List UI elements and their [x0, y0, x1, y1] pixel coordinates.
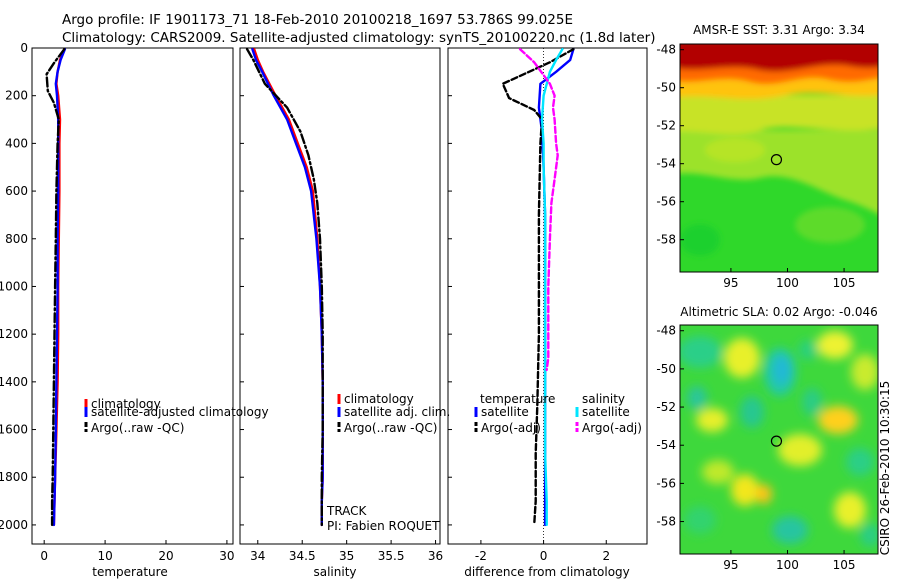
- sla-map-frame: [679, 324, 879, 555]
- difference-legend-sal-argo: Argo(-adj): [582, 421, 642, 435]
- difference-panel: -2 0 2 difference from climatology tempera…: [447, 47, 648, 579]
- xtick-label: 34.5: [289, 549, 316, 563]
- difference-legend-header-temperature: temperature: [480, 392, 555, 406]
- xtick-label: 35: [339, 549, 354, 563]
- map-ytick-label: -56: [656, 476, 676, 490]
- xtick-label: 35.5: [378, 549, 405, 563]
- map-ytick-label: -52: [656, 400, 676, 414]
- difference-legend-temp-argo: Argo(-adj): [481, 421, 541, 435]
- series-line-cyan: [540, 48, 564, 527]
- ytick-label: 1000: [0, 279, 28, 293]
- ytick-label: 1800: [0, 470, 28, 484]
- map-ytick-label: -50: [656, 362, 676, 376]
- map-ytick-label: -58: [656, 515, 676, 529]
- temperature-axes-frame: [31, 47, 234, 545]
- sst-map-panel: AMSR-E SST: 3.31 Argo: 3.34 95 100 105 -48 -…: [656, 23, 879, 290]
- sst-map-title: AMSR-E SST: 3.31 Argo: 3.34: [693, 23, 865, 37]
- sla-map-panel: Altimetric SLA: 0.02 Argo: -0.046: [656, 305, 879, 572]
- map-xtick-label: 100: [776, 558, 799, 572]
- difference-xlabel: difference from climatology: [464, 565, 630, 579]
- map-ytick-label: -48: [656, 43, 676, 57]
- map-xtick-label: 105: [833, 558, 856, 572]
- series-line-blue: [52, 48, 67, 527]
- salinity-legend: climatology satellite adj. clim. Argo(..…: [337, 392, 450, 435]
- ytick-label: 1600: [0, 423, 28, 437]
- side-label: CSIRO 26-Feb-2010 10:30:15: [878, 381, 892, 556]
- map-ytick-label: -54: [656, 438, 676, 452]
- temperature-panel: 0 10 20 30 0 200 400 600 800 1000 1200 1400 1600 1800…: [0, 41, 269, 579]
- map-ytick-label: -58: [656, 233, 676, 247]
- ytick-label: 1400: [0, 375, 28, 389]
- difference-legend-sal-satellite: satellite: [582, 405, 630, 419]
- map-xtick-label: 100: [776, 276, 799, 290]
- series-line-magenta: [518, 48, 559, 372]
- xtick-label: 0: [40, 549, 48, 563]
- map-ytick-label: -48: [656, 324, 676, 338]
- temperature-legend-climatology: climatology: [91, 397, 161, 411]
- temperature-legend-satellite: satellite-adjusted climatology: [91, 405, 269, 419]
- series-line-black: [45, 48, 66, 527]
- xtick-label: 30: [219, 549, 234, 563]
- temperature-legend-argo: Argo(..raw -QC): [91, 421, 184, 435]
- ytick-label: 0: [20, 41, 28, 55]
- sla-map-title: Altimetric SLA: 0.02 Argo: -0.046: [680, 305, 877, 319]
- difference-axes-frame: [447, 47, 648, 545]
- figure-title-line1: Argo profile: IF 1901173_71 18-Feb-2010 …: [62, 12, 573, 28]
- salinity-legend-climatology: climatology: [344, 392, 414, 406]
- series-line-black: [245, 48, 324, 527]
- map-xtick-label: 95: [723, 276, 738, 290]
- xtick-label: 2: [602, 549, 610, 563]
- difference-legend: temperature salinity satellite Argo(-adj…: [474, 392, 642, 435]
- temperature-legend: climatology satellite-adjusted climatolo…: [84, 397, 269, 435]
- map-ytick-label: -56: [656, 195, 676, 209]
- xtick-label: 36: [428, 549, 443, 563]
- sla-map-field: [680, 325, 878, 554]
- figure-title-line2: Climatology: CARS2009. Satellite-adjuste…: [62, 30, 655, 46]
- ytick-label: 2000: [0, 518, 28, 532]
- ytick-label: 800: [5, 232, 28, 246]
- temperature-xlabel: temperature: [92, 565, 167, 579]
- sst-map-frame: [679, 43, 879, 273]
- ytick-label: 400: [5, 136, 28, 150]
- xtick-label: 0: [540, 549, 548, 563]
- xtick-label: 10: [97, 549, 112, 563]
- sst-map-field: [680, 44, 878, 272]
- map-xtick-label: 105: [833, 276, 856, 290]
- float-position-marker: [770, 435, 783, 447]
- salinity-annotation-track: TRACK: [326, 504, 368, 518]
- float-position-marker: [770, 154, 783, 166]
- ytick-label: 1200: [0, 327, 28, 341]
- ytick-label: 200: [5, 89, 28, 103]
- series-line-blue: [251, 48, 324, 527]
- xtick-label: 20: [158, 549, 173, 563]
- map-ytick-label: -50: [656, 81, 676, 95]
- salinity-legend-argo: Argo(..raw -QC): [344, 421, 437, 435]
- salinity-panel: 34 34.5 35 35.5 36 salinity climatology sate…: [239, 47, 450, 579]
- difference-legend-temp-satellite: satellite: [481, 405, 529, 419]
- xtick-label: -2: [475, 549, 487, 563]
- map-xtick-label: 95: [723, 558, 738, 572]
- salinity-annotation-pi: PI: Fabien ROQUET: [327, 519, 440, 533]
- salinity-legend-satellite: satellite adj. clim.: [344, 405, 450, 419]
- difference-legend-header-salinity: salinity: [582, 392, 625, 406]
- ytick-label: 600: [5, 184, 28, 198]
- salinity-xlabel: salinity: [313, 565, 356, 579]
- series-line-black: [501, 48, 575, 527]
- map-ytick-label: -52: [656, 119, 676, 133]
- xtick-label: 34: [250, 549, 265, 563]
- map-ytick-label: -54: [656, 157, 676, 171]
- salinity-axes-frame: [239, 47, 441, 545]
